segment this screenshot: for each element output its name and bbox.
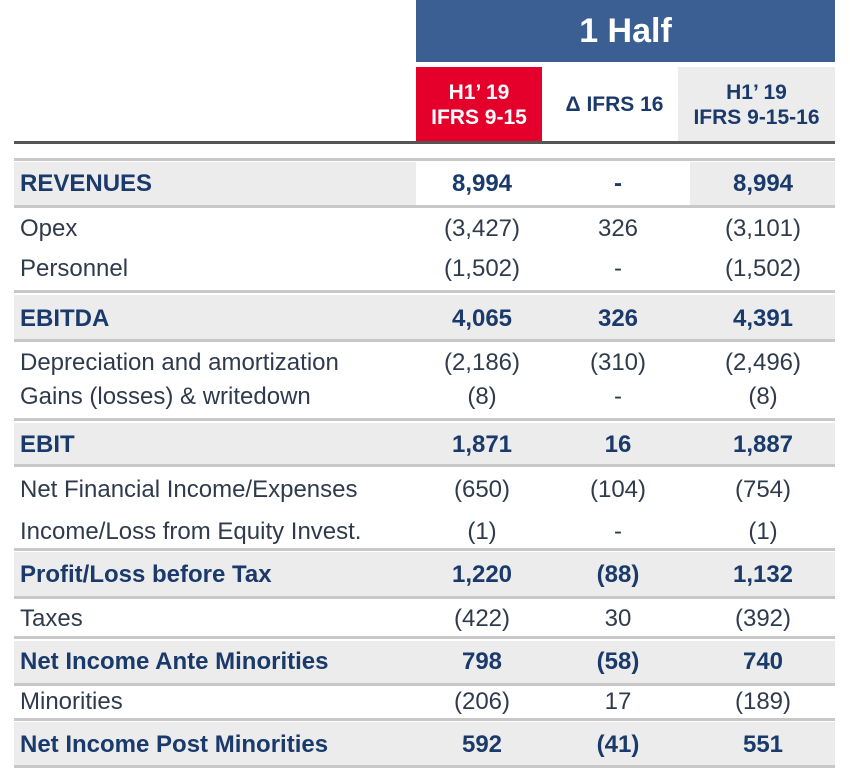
cell-h1-ifrs-9-15-16: 8,994 [732,170,794,197]
row-separator [14,636,835,639]
column-header-line: Δ IFRS 16 [565,93,664,116]
row-label: EBITDA [20,305,110,332]
band-pbt [14,552,835,596]
cell-delta-ifrs-16: - [614,518,622,545]
cell-delta-ifrs-16: 17 [604,688,632,715]
cell-h1-ifrs-9-15-16: (3,101) [724,215,802,242]
cell-h1-ifrs-9-15: (3,427) [443,215,521,242]
cell-h1-ifrs-9-15-16: (189) [734,688,792,715]
cell-delta-ifrs-16: - [614,255,622,282]
cell-h1-ifrs-9-15: (1) [467,518,497,545]
cell-h1-ifrs-9-15: (650) [453,476,511,503]
cell-h1-ifrs-9-15: (206) [453,688,511,715]
cell-delta-ifrs-16: - [614,383,622,410]
cell-h1-ifrs-9-15-16: (2,496) [724,349,802,376]
row-label: Net Income Ante Minorities [20,648,329,675]
row-separator [14,765,835,768]
cell-delta-ifrs-16: 30 [604,605,632,632]
row-separator [14,339,835,342]
cell-h1-ifrs-9-15-16: (754) [734,476,792,503]
row-label: Personnel [20,255,129,282]
row-label: EBIT [20,431,75,458]
cell-h1-ifrs-9-15: (8) [467,383,497,410]
cell-h1-ifrs-9-15: 592 [461,731,503,758]
row-label: Opex [20,215,78,242]
cell-h1-ifrs-9-15: 1,871 [451,431,513,458]
row-label: Income/Loss from Equity Invest. [20,518,362,545]
column-header-line: IFRS 9-15-16 [693,105,820,129]
row-separator [14,718,835,721]
header-divider [14,141,835,144]
row-separator [14,683,835,686]
cell-h1-ifrs-9-15: 798 [461,648,503,675]
cell-h1-ifrs-9-15-16: 1,887 [732,431,794,458]
row-label: REVENUES [20,170,153,197]
cell-h1-ifrs-9-15-16: (8) [748,383,778,410]
cell-delta-ifrs-16: 16 [604,431,632,458]
column-header-line: H1’ 19 [448,80,510,104]
cell-h1-ifrs-9-15: (422) [453,605,511,632]
cell-delta-ifrs-16: 326 [597,305,639,332]
row-separator [14,158,835,161]
cell-h1-ifrs-9-15-16: (1,502) [724,255,802,282]
cell-h1-ifrs-9-15: 8,994 [451,170,513,197]
band-gap [416,162,548,206]
column-header-h1-ifrs-9-15-16: H1’ 19 IFRS 9-15-16 [678,67,835,142]
column-header-line: H1’ 19 [726,80,787,104]
column-header-line: IFRS 9-15 [431,105,527,129]
band-ebit [14,423,835,465]
cell-delta-ifrs-16: (41) [596,731,640,758]
column-header-h1-ifrs-9-15: H1’ 19 IFRS 9-15 [416,67,542,142]
cell-h1-ifrs-9-15-16: 4,391 [732,305,794,332]
row-label: Taxes [20,605,83,632]
row-label: Profit/Loss before Tax [20,561,272,588]
cell-delta-ifrs-16: (104) [589,476,647,503]
row-separator [14,290,835,293]
row-separator [14,596,835,599]
row-label: Minorities [20,688,123,715]
cell-delta-ifrs-16: (88) [596,561,640,588]
cell-h1-ifrs-9-15-16: (392) [734,605,792,632]
cell-h1-ifrs-9-15: (2,186) [443,349,521,376]
cell-delta-ifrs-16: (310) [589,349,647,376]
band-gap [548,162,690,206]
cell-h1-ifrs-9-15-16: (1) [748,518,778,545]
row-separator [14,205,835,208]
cell-h1-ifrs-9-15-16: 551 [742,731,784,758]
band-ebitda [14,295,835,339]
cell-h1-ifrs-9-15-16: 740 [742,648,784,675]
cell-h1-ifrs-9-15-16: 1,132 [732,561,794,588]
row-label: Net Income Post Minorities [20,731,329,758]
row-label: Net Financial Income/Expenses [20,476,358,503]
cell-delta-ifrs-16: 326 [597,215,639,242]
band-net-income-ante [14,641,835,683]
column-header-delta-ifrs-16: Δ IFRS 16 [543,67,686,142]
cell-h1-ifrs-9-15: 4,065 [451,305,513,332]
row-separator [14,548,835,551]
band-net-income-post [14,722,835,766]
cell-h1-ifrs-9-15: 1,220 [451,561,513,588]
row-separator [14,418,835,421]
row-label: Depreciation and amortization [20,349,339,376]
cell-delta-ifrs-16: - [614,170,622,197]
row-separator [14,464,835,467]
period-banner: 1 Half [416,0,835,62]
cell-h1-ifrs-9-15: (1,502) [443,255,521,282]
cell-delta-ifrs-16: (58) [596,648,640,675]
row-label: Gains (losses) & writedown [20,383,311,410]
